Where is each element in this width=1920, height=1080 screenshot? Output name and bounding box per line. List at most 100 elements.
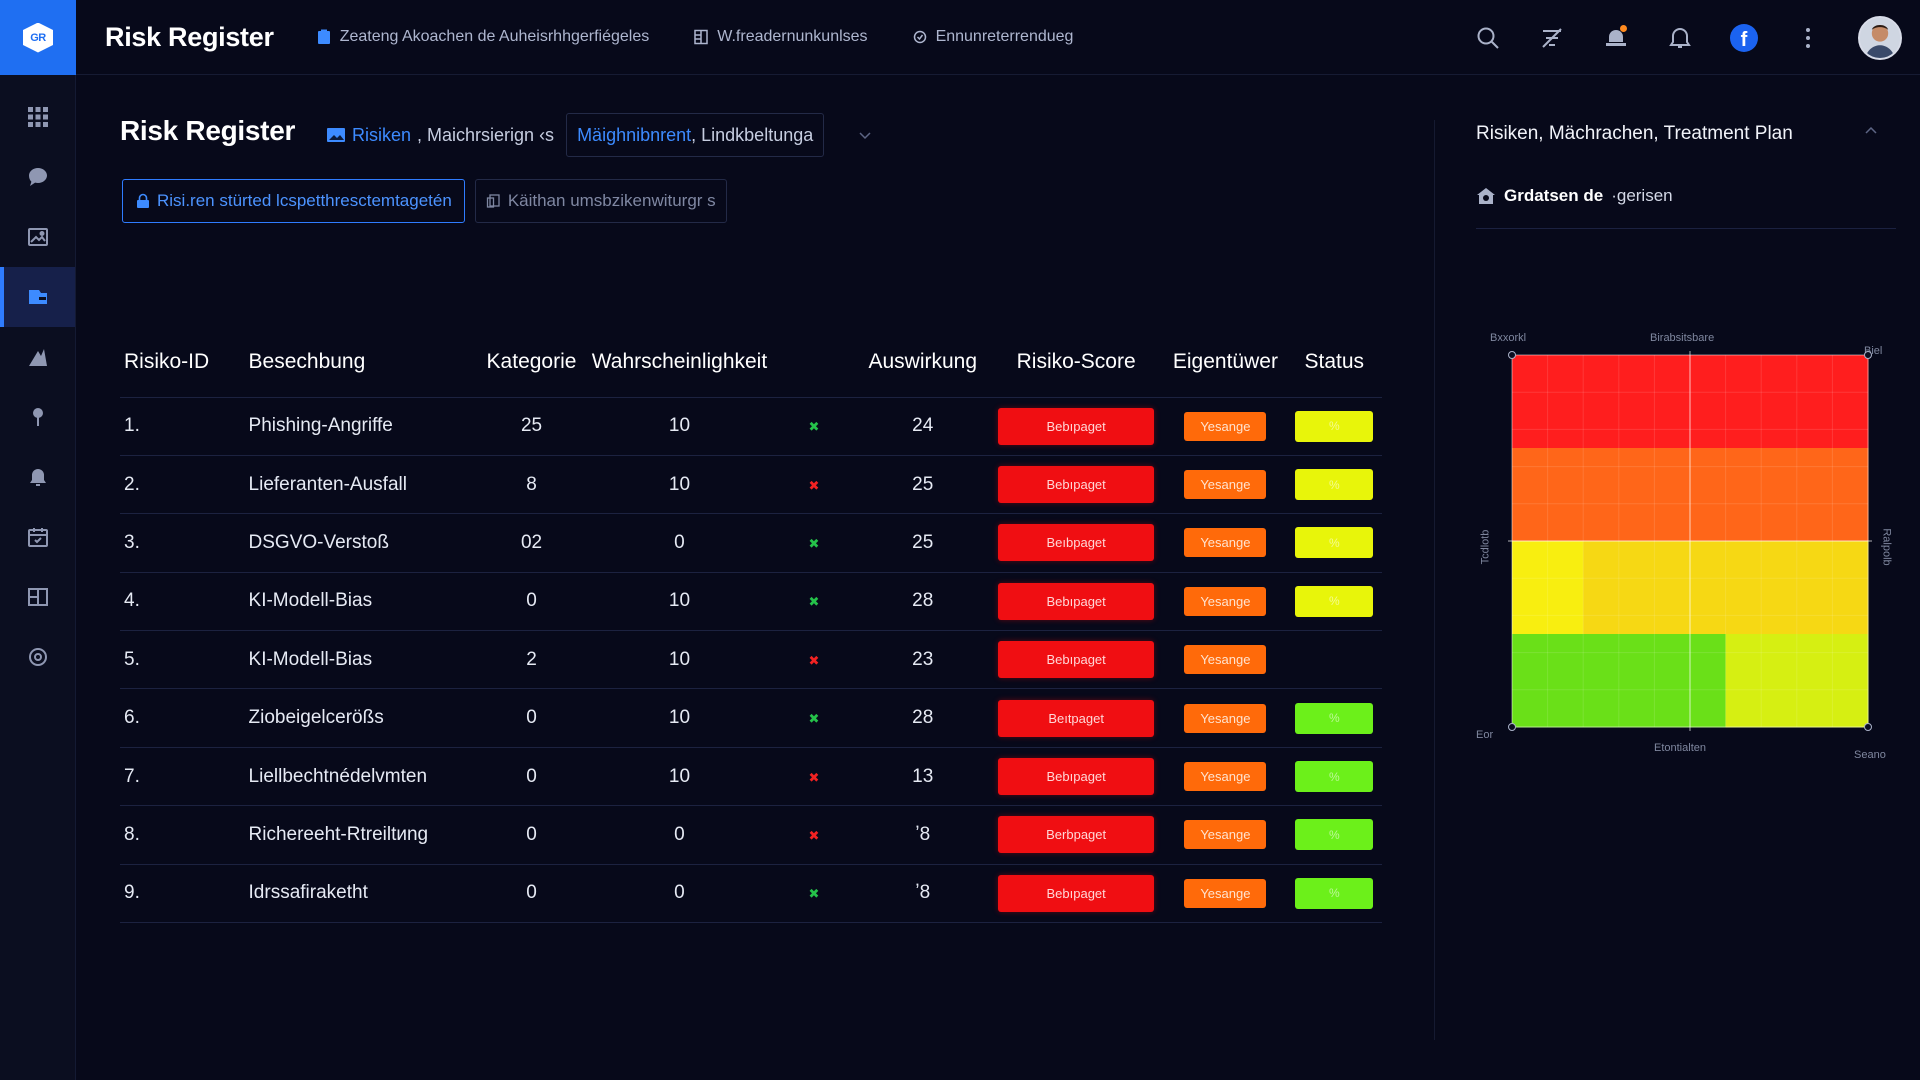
owner-badge[interactable]: Yesange: [1184, 528, 1267, 558]
table-row[interactable]: 4. KI-Modell-Bias 0 10 ✖ 28 Bebıpaget Yesange%: [120, 572, 1382, 632]
start-risk-button[interactable]: Risi.ren stürted lcspetthresctemtagetén: [122, 179, 465, 223]
table-row[interactable]: 8. Richereeht-Rtreiltиng 0 0 ✖ ʼ8 Berbpaget Yes…: [120, 805, 1382, 865]
heatmap-cell[interactable]: [1512, 634, 1584, 728]
heatmap-label-top-left: Bxxorkl: [1490, 332, 1527, 344]
owner-badge[interactable]: Yesange: [1184, 703, 1267, 733]
top-tab-1[interactable]: Zeateng Akoachen de Auheisrhhgerfiégeles: [316, 28, 649, 46]
notifications-button[interactable]: [1666, 24, 1694, 52]
heatmap-cell[interactable]: [1512, 541, 1584, 635]
sidebar-item-messages[interactable]: [0, 147, 75, 207]
owner-badge[interactable]: Yesange: [1184, 470, 1267, 500]
more-menu-button[interactable]: [1794, 24, 1822, 52]
bell-icon: [1669, 27, 1691, 48]
heatmap-cell[interactable]: [1725, 448, 1798, 542]
sidebar-item-calendar[interactable]: [0, 507, 75, 567]
heatmap-cell[interactable]: [1796, 541, 1869, 635]
heatmap-cell[interactable]: [1583, 448, 1655, 542]
risk-id-cell: 4.: [120, 572, 249, 632]
risk-score-badge[interactable]: Beıtpaget: [998, 699, 1155, 737]
status-badge[interactable]: %: [1295, 761, 1374, 793]
risk-score-badge[interactable]: Bebıpaget: [998, 407, 1155, 445]
status-badge[interactable]: %: [1295, 469, 1374, 501]
top-tab-2[interactable]: W.freadernunkunlses: [693, 28, 868, 46]
heatmap-cell[interactable]: [1796, 355, 1869, 449]
chevron-up-icon[interactable]: [1864, 123, 1878, 137]
risk-score-badge[interactable]: Bebıpaget: [998, 641, 1155, 679]
heatmap-cell[interactable]: [1725, 541, 1798, 635]
owner-cell: Yesange: [1164, 513, 1287, 573]
header-status[interactable]: Status: [1286, 327, 1382, 398]
sidebar-item-locations[interactable]: [0, 387, 75, 447]
status-badge[interactable]: %: [1295, 819, 1374, 851]
table-row[interactable]: 3. DSGVO-Verstoß 02 0 ✖ 25 Beıbpaget Yesange%: [120, 513, 1382, 573]
header-impact[interactable]: Auswirkung: [857, 327, 989, 398]
breadcrumb-dropdown[interactable]: Mäighnibnrent, Lindkbeltunga: [566, 113, 825, 157]
sidebar-item-reports[interactable]: [0, 567, 75, 627]
status-badge[interactable]: %: [1295, 702, 1374, 734]
risk-id-cell: 9.: [120, 864, 249, 924]
owner-badge[interactable]: Yesange: [1184, 820, 1267, 850]
category-cell: 02: [474, 513, 589, 573]
status-cell: %: [1286, 572, 1382, 632]
owner-badge[interactable]: Yesange: [1184, 645, 1267, 675]
sidebar-item-gallery[interactable]: [0, 207, 75, 267]
table-row[interactable]: 5. KI-Modell-Bias 2 10 ✖ 23 Bebıpaget Yesange: [120, 630, 1382, 690]
header-category[interactable]: Kategorie: [474, 327, 589, 398]
risk-score-badge[interactable]: Bebıpaget: [998, 758, 1155, 796]
sidebar-item-alerts[interactable]: [0, 447, 75, 507]
filter-button[interactable]: [1538, 24, 1566, 52]
status-badge[interactable]: %: [1295, 527, 1374, 559]
header-likelihood[interactable]: Wahrscheinlighkeit: [588, 327, 771, 398]
app-logo[interactable]: GR: [0, 0, 76, 75]
sidebar-item-dashboard[interactable]: [0, 87, 75, 147]
risk-score-badge[interactable]: Bebıpaget: [998, 582, 1155, 620]
chevron-down-icon[interactable]: [858, 128, 872, 142]
alerts-button[interactable]: [1602, 24, 1630, 52]
header-description[interactable]: Besechbung: [248, 327, 475, 398]
sidebar-item-settings[interactable]: [0, 627, 75, 687]
secondary-action-button[interactable]: Käithan umsbzikenwiturgr s: [474, 179, 727, 223]
heatmap-cell[interactable]: [1512, 355, 1584, 449]
owner-badge[interactable]: Yesange: [1184, 878, 1267, 908]
owner-badge[interactable]: Yesange: [1184, 411, 1267, 441]
header-owner[interactable]: Eigentüwer: [1164, 327, 1287, 398]
risk-score-badge[interactable]: Beıbpaget: [998, 524, 1155, 562]
heatmap-cell[interactable]: [1796, 448, 1869, 542]
heatmap-cell[interactable]: [1583, 541, 1655, 635]
table-row[interactable]: 7. Liellbechtnédelvmten 0 10 ✖ 13 Bebıpaget Yes…: [120, 747, 1382, 807]
heatmap-cell[interactable]: [1512, 448, 1584, 542]
top-tab-3[interactable]: Ennunreterrendueg: [912, 28, 1073, 46]
sidebar-item-risk-register[interactable]: [0, 267, 75, 327]
header-risk-id[interactable]: Risiko-ID: [120, 327, 249, 398]
heatmap-cell[interactable]: [1725, 634, 1798, 728]
breadcrumb-link[interactable]: Risiken: [352, 124, 412, 145]
impact-cell: 25: [857, 455, 989, 515]
table-row[interactable]: 6. Ziobeigelcerößs 0 10 ✖ 28 Beıtpaget Yesange%: [120, 688, 1382, 748]
header-risk-score[interactable]: Risiko-Score: [988, 327, 1165, 398]
status-badge[interactable]: %: [1295, 877, 1374, 909]
table-row[interactable]: 9. Idrssafiraketht 0 0 ✖ ʼ8 Bebıpaget Yesange%: [120, 864, 1382, 924]
heatmap-cell[interactable]: [1583, 634, 1655, 728]
description-cell: Lieferanten-Ausfall: [248, 455, 475, 515]
table-row[interactable]: 1. Phishing-Angriffe 25 10 ✖ 24 Bebıpaget Yesan…: [120, 397, 1382, 456]
heatmap-cell[interactable]: [1725, 355, 1798, 449]
status-badge[interactable]: %: [1295, 585, 1374, 617]
risk-score-badge[interactable]: Berbpaget: [998, 816, 1155, 854]
heatmap-cell[interactable]: [1583, 355, 1655, 449]
check-mark-icon: ✖: [808, 886, 820, 902]
owner-badge[interactable]: Yesange: [1184, 586, 1267, 616]
breadcrumb-box-link[interactable]: Mäighnibnrent: [577, 124, 692, 145]
table-row[interactable]: 2. Lieferanten-Ausfall 8 10 ✖ 25 Bebıpaget Yesa…: [120, 455, 1382, 515]
sidebar-item-analytics[interactable]: [0, 327, 75, 387]
facebook-button[interactable]: f: [1730, 23, 1758, 52]
search-button[interactable]: [1474, 24, 1502, 52]
heatmap-cell[interactable]: [1796, 634, 1869, 728]
status-badge[interactable]: %: [1295, 410, 1374, 442]
avatar[interactable]: [1858, 15, 1902, 60]
risk-score-cell: Bebıpaget: [988, 864, 1165, 924]
breadcrumb-item-1[interactable]: Risiken, Maichrsierign ‹s: [326, 125, 554, 146]
risk-score-badge[interactable]: Bebıpaget: [998, 466, 1155, 504]
owner-cell: Yesange: [1164, 805, 1287, 865]
owner-badge[interactable]: Yesange: [1184, 762, 1267, 792]
risk-score-badge[interactable]: Bebıpaget: [998, 874, 1155, 912]
